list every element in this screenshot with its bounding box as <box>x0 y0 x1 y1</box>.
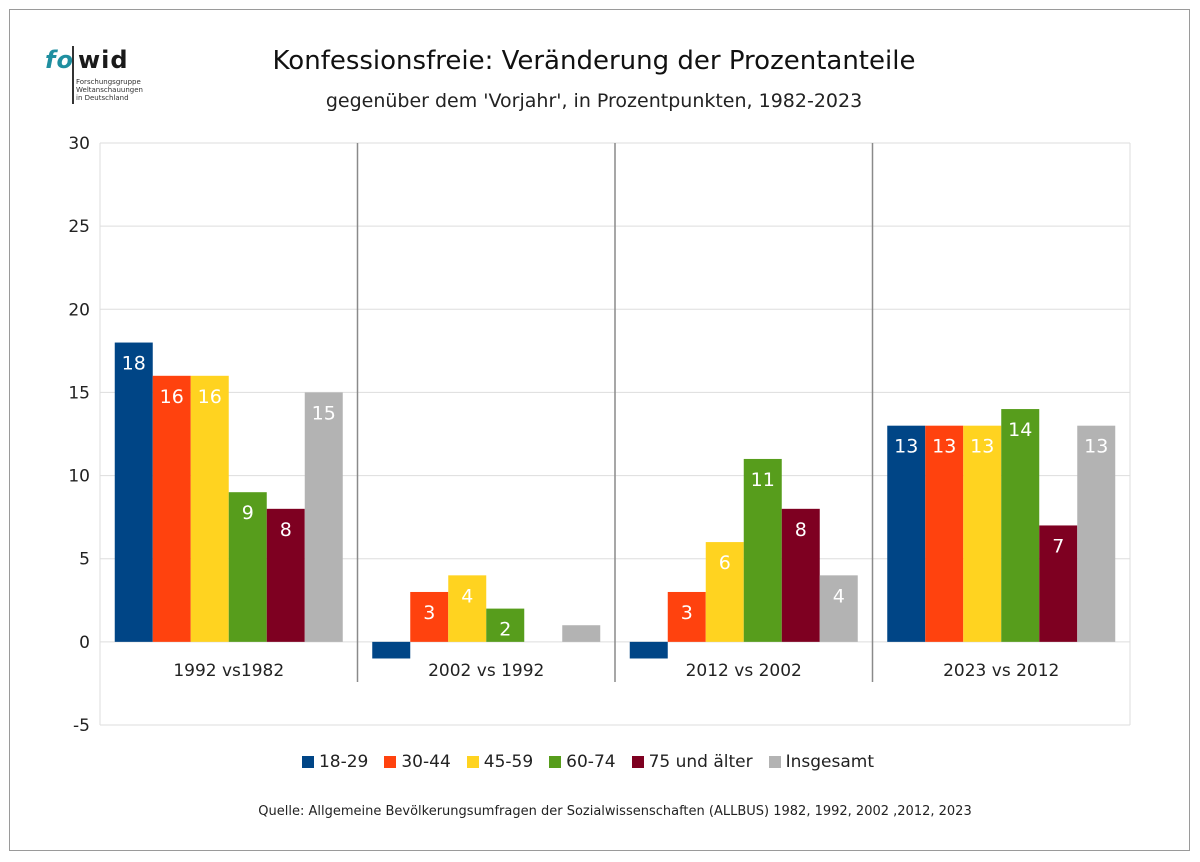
bar-75-und-älter <box>266 508 305 642</box>
data-label: 16 <box>160 386 184 408</box>
legend-swatch <box>384 756 397 768</box>
data-label: 7 <box>1052 535 1064 557</box>
data-label: 15 <box>312 402 336 424</box>
y-tick-label: 10 <box>68 467 90 487</box>
legend-item: 75 und älter <box>631 752 753 772</box>
bar-Insgesamt <box>819 575 858 642</box>
y-tick-label: 30 <box>68 134 90 154</box>
bar-60-74 <box>486 608 525 642</box>
x-category-label: 1992 vs1982 <box>173 661 284 681</box>
bar-60-74 <box>743 458 782 642</box>
legend-swatch <box>301 756 314 768</box>
chart-subtitle: gegenüber dem 'Vorjahr', in Prozentpunkt… <box>325 90 863 112</box>
data-label: 4 <box>461 585 473 607</box>
logo-subtitle: Forschungsgruppe Weltanschauungen in Deu… <box>76 78 143 102</box>
legend-swatch <box>466 756 479 768</box>
data-label: 6 <box>719 552 731 574</box>
bar-18-29 <box>114 342 153 642</box>
legend-item: 30-44 <box>384 752 451 772</box>
legend-item: 60-74 <box>549 752 616 772</box>
logo-wid: wid <box>77 46 129 74</box>
data-label: 8 <box>795 519 807 541</box>
legend-label: 45-59 <box>483 752 534 772</box>
data-label: 3 <box>423 602 435 624</box>
bar-45-59 <box>963 425 1002 642</box>
data-label: 13 <box>932 436 956 458</box>
y-tick-label: 0 <box>79 633 90 653</box>
data-label: 13 <box>894 436 918 458</box>
bar-30-44 <box>410 591 449 642</box>
legend-swatch <box>549 756 562 768</box>
y-tick-label: -5 <box>73 716 90 736</box>
chart-legend: 18-29 30-44 45-59 60-74 75 und älter Insgesam… <box>0 752 1176 772</box>
y-tick-label: 5 <box>79 550 90 570</box>
bar-Insgesamt <box>304 392 343 642</box>
data-label: 4 <box>833 585 845 607</box>
bar-18-29 <box>887 425 926 642</box>
bar-30-44 <box>667 591 706 642</box>
data-label: 2 <box>499 619 511 641</box>
data-label: 14 <box>1008 419 1032 441</box>
bar-18-29 <box>629 641 668 659</box>
x-category-label: 2023 vs 2012 <box>943 661 1059 681</box>
logo-wordmark: fo wid <box>45 46 129 74</box>
bar-75-und-älter <box>781 508 820 642</box>
x-category-label: 2012 vs 2002 <box>686 661 802 681</box>
legend-label: Insgesamt <box>785 752 875 772</box>
data-label: 9 <box>242 502 254 524</box>
bar-45-59 <box>448 575 487 642</box>
bar-60-74 <box>228 492 267 642</box>
bar-45-59 <box>190 375 229 642</box>
bar-60-74 <box>1001 409 1040 642</box>
bar-75-und-älter <box>1039 525 1078 642</box>
data-label: 11 <box>751 469 775 491</box>
x-category-label: 2002 vs 1992 <box>428 661 544 681</box>
legend-item: 45-59 <box>466 752 534 772</box>
legend-label: 30-44 <box>401 752 451 772</box>
legend-label: 75 und älter <box>648 752 753 772</box>
logo-fo: fo <box>45 46 74 74</box>
bar-Insgesamt <box>1077 425 1116 642</box>
logo-bar <box>72 46 74 104</box>
y-tick-label: 15 <box>68 383 90 403</box>
data-label: 13 <box>970 436 994 458</box>
data-label: 18 <box>122 353 146 375</box>
legend-item: Insgesamt <box>768 752 875 772</box>
source-note: Quelle: Allgemeine Bevölkerungsumfragen … <box>258 804 972 819</box>
bar-45-59 <box>705 542 744 642</box>
legend-item: 18-29 <box>301 752 369 772</box>
chart-title: Konfessionsfreie: Veränderung der Prozen… <box>272 46 916 76</box>
y-tick-label: 20 <box>68 300 90 320</box>
data-label: 3 <box>681 602 693 624</box>
y-tick-label: 25 <box>68 217 90 237</box>
data-label: 13 <box>1084 436 1108 458</box>
data-label: 8 <box>280 519 292 541</box>
legend-swatch <box>768 756 781 768</box>
bar-30-44 <box>925 425 964 642</box>
bar-30-44 <box>152 375 191 642</box>
legend-label: 18-29 <box>318 752 369 772</box>
fowid-logo: fo wid Forschungsgruppe Weltanschauungen … <box>45 46 155 106</box>
bar-18-29 <box>372 641 411 659</box>
bar-Insgesamt <box>562 625 601 642</box>
data-label: 16 <box>198 386 222 408</box>
legend-swatch <box>631 756 644 768</box>
legend-label: 60-74 <box>566 752 616 772</box>
